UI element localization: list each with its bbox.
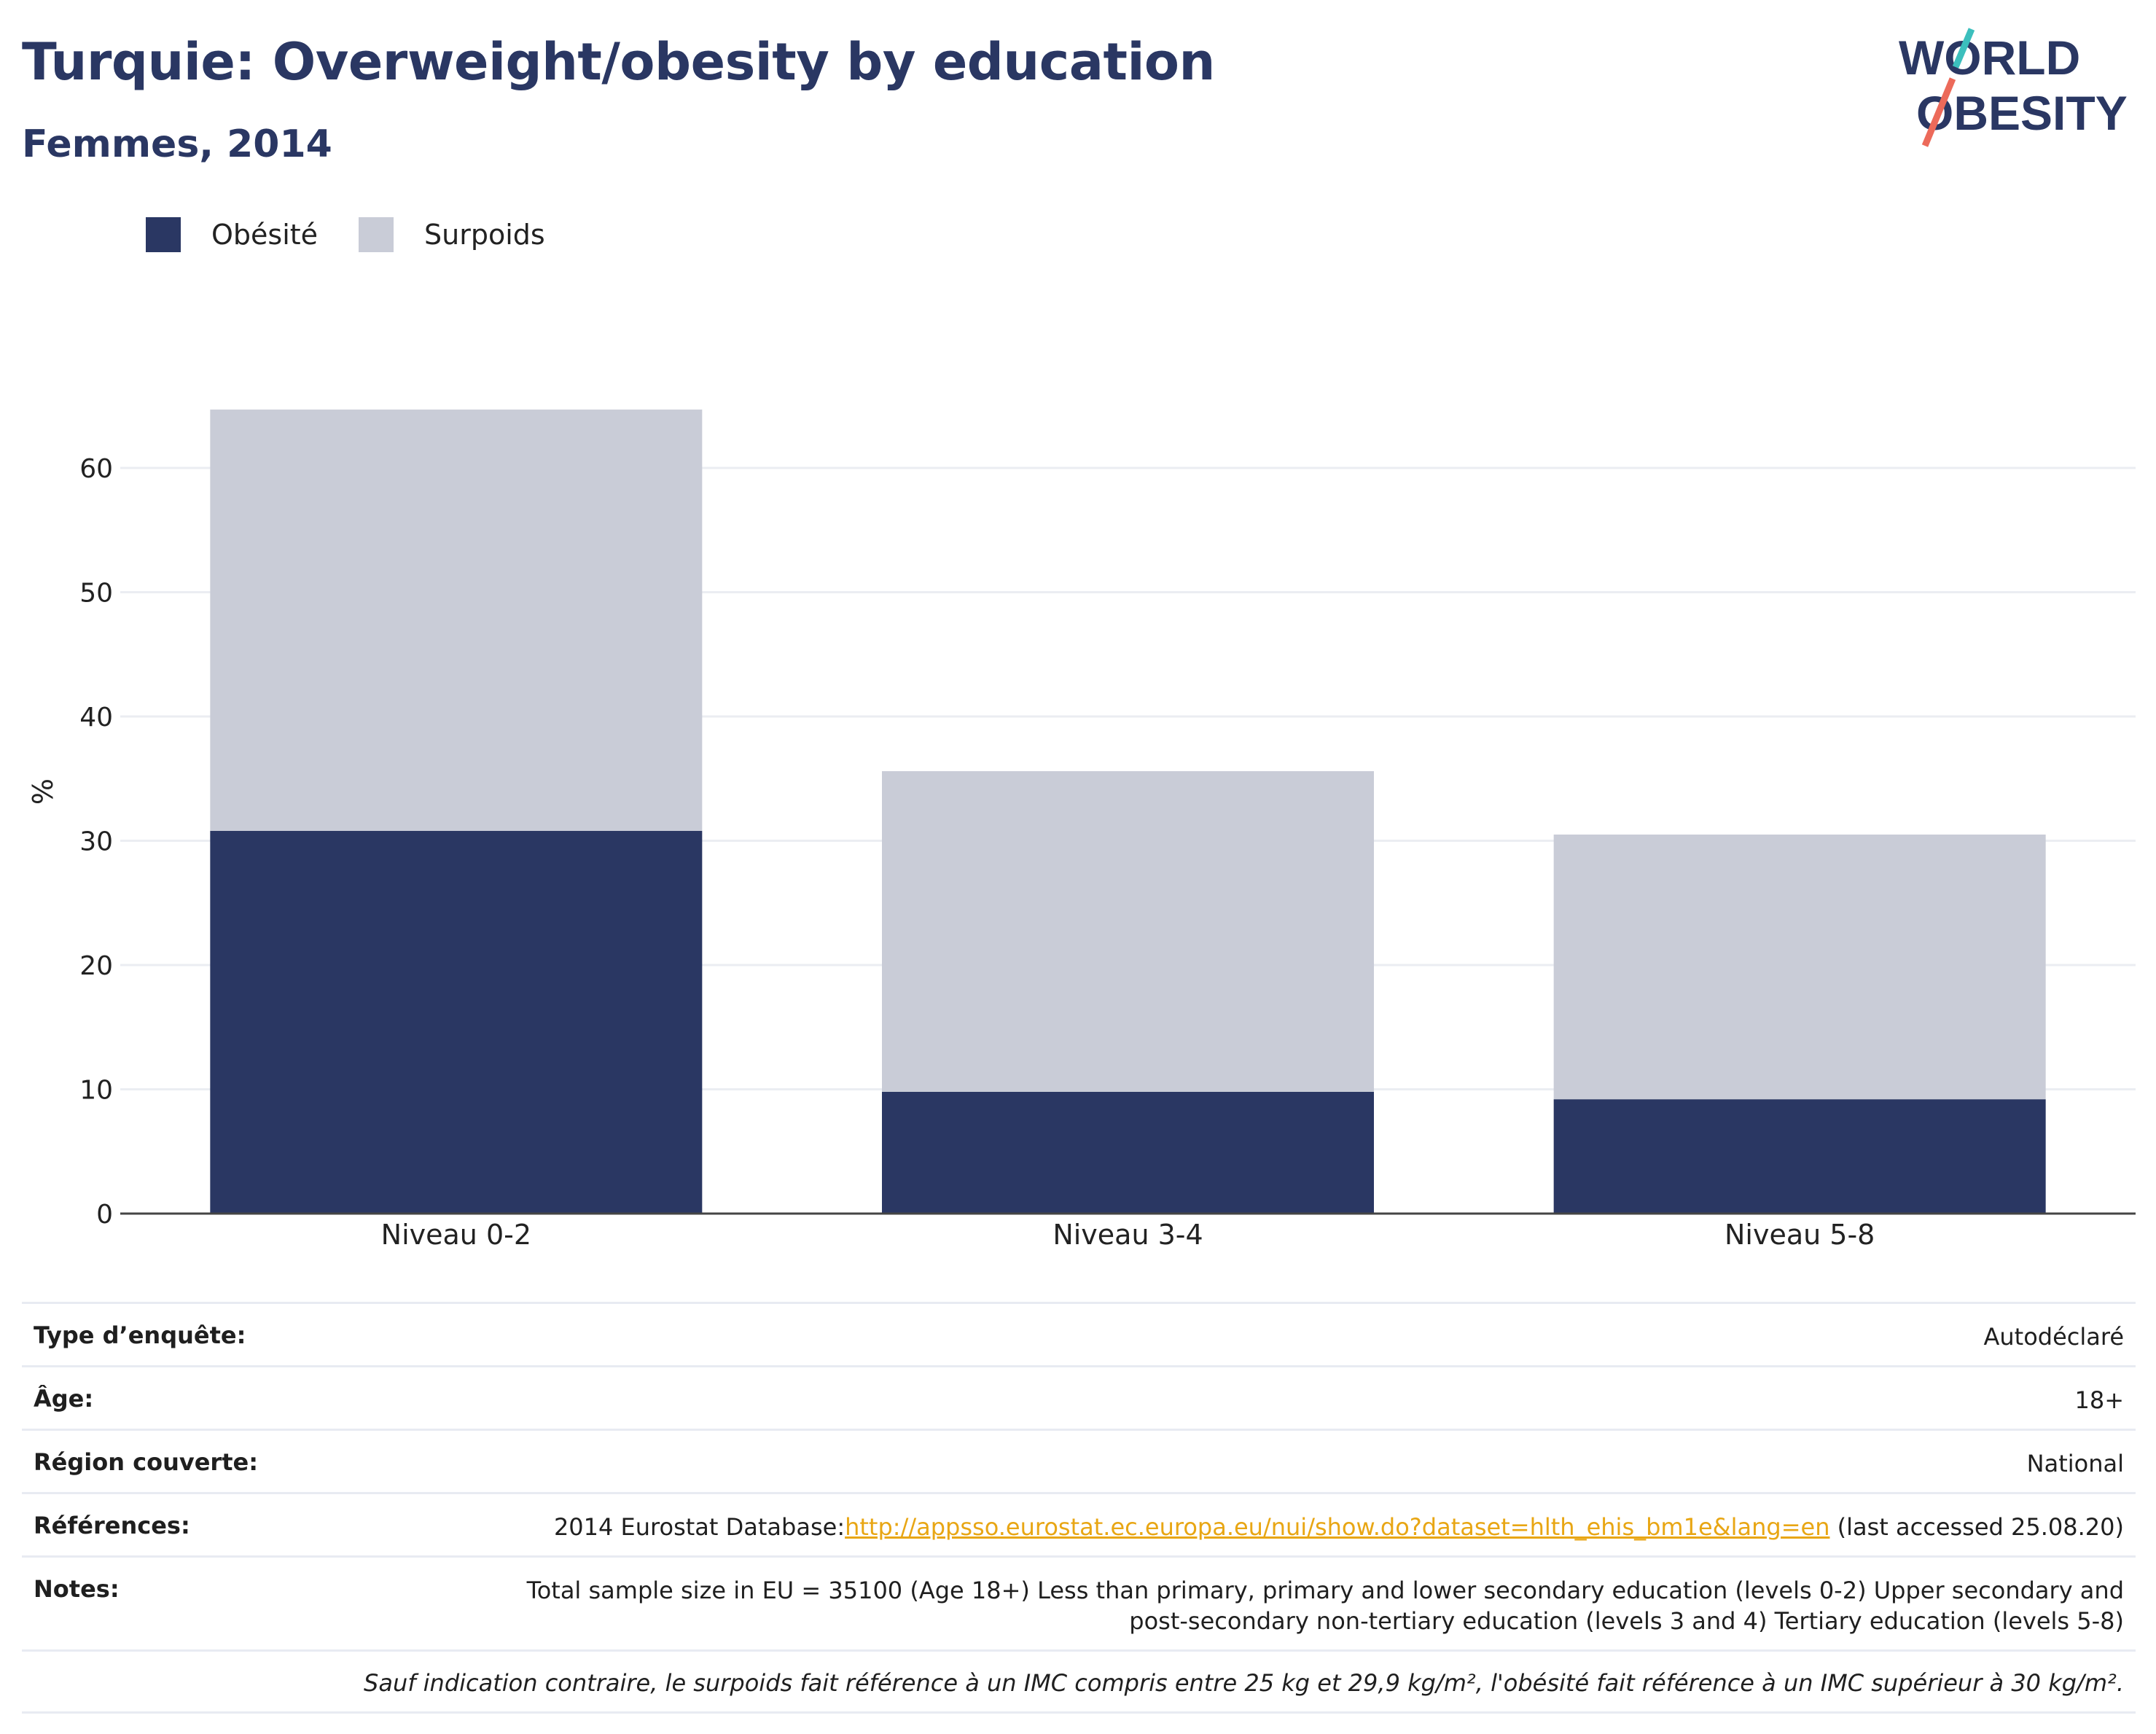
logo-slash-coral [1921,77,1956,147]
x-tick-label: Niveau 3-4 [1052,1219,1203,1251]
legend-swatch-obesity [146,217,181,252]
logo-slash-teal [1952,28,1975,69]
notes-value: Total sample size in EU = 35100 (Age 18+… [527,1575,2124,1636]
info-value: Autodéclaré [1983,1323,2124,1351]
info-row-age: Âge: 18+ [22,1365,2136,1429]
logo-word-obesity: OBESITY [1916,86,2128,140]
bar-overweight [210,409,703,831]
y-axis-title: % [27,778,59,805]
legend-item-overweight[interactable]: Surpoids [359,217,545,252]
bar-overweight [1553,834,2046,1100]
chart-subtitle: Femmes, 2014 [22,122,332,166]
y-tick-label: 60 [79,454,113,484]
chart-title: Turquie: Overweight/obesity by education [22,32,1215,92]
info-row-survey-type: Type d’enquête: Autodéclaré [22,1302,2136,1365]
info-row-notes: Notes: Total sample size in EU = 35100 (… [22,1555,2136,1649]
info-label: Région couverte: [34,1448,258,1476]
stacked-bar-chart: 0 10 20 30 40 50 60% Niveau 0-2 Niveau 3-4 Niveau… [27,409,2136,1251]
info-table: Type d’enquête: Autodéclaré Âge: 18+ Rég… [22,1302,2136,1714]
info-value: 18+ [2074,1386,2124,1414]
bar-obesity [882,1091,1374,1214]
info-label: Références: [34,1512,190,1539]
y-tick-label: 30 [79,827,113,857]
legend-item-obesity[interactable]: Obésité [146,217,318,252]
legend-label-obesity: Obésité [211,219,319,251]
y-tick-label: 0 [96,1200,113,1230]
chart-legend: Obésité Surpoids [146,217,586,252]
y-tick-label: 20 [79,951,113,981]
bar-obesity [1553,1099,2046,1214]
info-label: Âge: [34,1385,94,1413]
world-obesity-logo: WORLD OBESITY [1899,28,2128,147]
notes-line-2: post-secondary non-tertiary education (l… [1129,1607,2124,1635]
notes-line-1: Total sample size in EU = 35100 (Age 18+… [526,1577,2124,1604]
references-link[interactable]: http://appsso.eurostat.ec.europa.eu/nui/… [845,1513,1830,1541]
footnote: Sauf indication contraire, le surpoids f… [22,1649,2136,1714]
info-row-region: Région couverte: National [22,1429,2136,1492]
info-row-references: Références: 2014 Eurostat Database:http:… [22,1492,2136,1555]
bar-overweight [882,771,1374,1092]
bar-obesity [210,830,703,1214]
y-tick-label: 50 [79,579,113,609]
x-tick-label: Niveau 0-2 [381,1219,531,1251]
y-tick-label: 10 [79,1076,113,1106]
y-tick-label: 40 [79,703,113,733]
info-label: Type d’enquête: [34,1321,246,1349]
info-value: National [2026,1450,2124,1477]
x-tick-label: Niveau 5-8 [1725,1219,1875,1251]
info-label: Notes: [34,1575,120,1603]
legend-swatch-overweight [359,217,394,252]
references-suffix: (last accessed 25.08.20) [1829,1513,2124,1541]
references-value: 2014 Eurostat Database:http://appsso.eur… [554,1512,2124,1542]
references-prefix: 2014 Eurostat Database: [553,1513,845,1541]
logo-word-world: WORLD [1899,31,2080,85]
legend-label-overweight: Surpoids [424,219,545,251]
